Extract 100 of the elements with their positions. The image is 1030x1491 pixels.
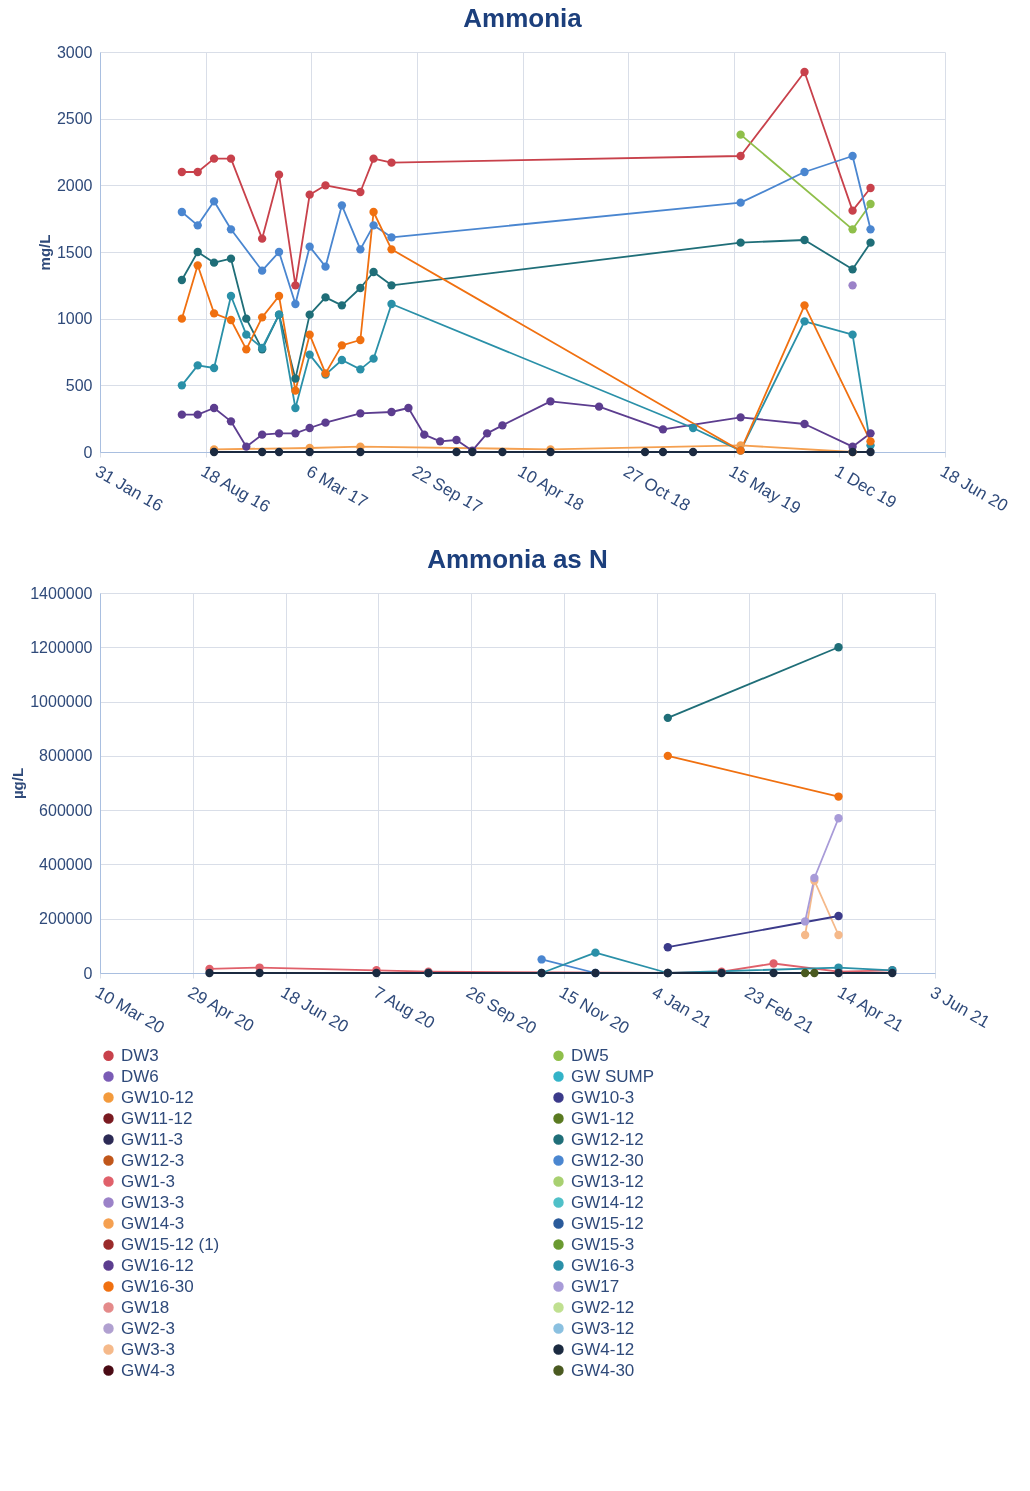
point	[193, 261, 202, 270]
point	[834, 792, 843, 801]
point	[274, 429, 284, 438]
legend-label: GW15-12 (1)	[121, 1234, 220, 1254]
point	[193, 221, 202, 230]
legend-label: GW16-3	[571, 1255, 635, 1275]
legend-label: DW3	[121, 1045, 159, 1065]
point	[834, 930, 843, 940]
point	[226, 154, 236, 163]
point	[193, 247, 202, 257]
point	[769, 968, 778, 978]
x-tick-label: 29 Apr 20	[184, 982, 258, 1036]
point	[177, 275, 187, 285]
x-tick-label: 18 Jun 20	[937, 461, 1012, 516]
x-tick-label: 23 Feb 21	[741, 982, 818, 1038]
point	[800, 917, 810, 926]
point	[193, 361, 202, 370]
point	[205, 968, 214, 978]
legend-label: GW15-3	[571, 1234, 635, 1254]
point	[435, 437, 445, 446]
point	[291, 374, 300, 383]
y-tick-label: 1500	[56, 243, 93, 261]
point	[242, 345, 251, 354]
point	[866, 429, 875, 438]
point	[356, 409, 365, 418]
y-tick-label: 1000	[56, 310, 93, 328]
point	[736, 413, 745, 422]
point	[658, 425, 668, 434]
point	[369, 154, 378, 163]
point	[658, 447, 668, 457]
point	[209, 363, 219, 373]
x-tick-label: 22 Sep 17	[408, 461, 486, 517]
point	[848, 225, 857, 234]
point	[866, 238, 875, 247]
y-axis-title: µg/L	[9, 767, 27, 800]
point	[800, 67, 809, 77]
point	[810, 968, 819, 978]
point	[274, 291, 284, 301]
point	[356, 447, 365, 457]
point	[193, 167, 202, 177]
point	[305, 310, 314, 319]
legend-label: GW SUMP	[571, 1066, 655, 1086]
x-tick-label: 7 Aug 20	[370, 982, 438, 1033]
x-tick-label: 14 Apr 21	[834, 982, 907, 1036]
point	[736, 198, 745, 207]
point	[546, 397, 555, 406]
legend-label: GW16-30	[121, 1276, 194, 1296]
point	[688, 447, 698, 457]
legend-label: DW6	[121, 1066, 159, 1086]
point	[663, 713, 672, 723]
point	[452, 435, 461, 445]
point	[257, 313, 267, 322]
point	[193, 410, 202, 419]
point	[800, 317, 809, 326]
y-tick-label: 1400000	[30, 584, 93, 602]
legend-label: GW16-12	[121, 1255, 194, 1275]
y-tick-label: 2000	[56, 176, 93, 194]
y-tick-label: 500	[65, 376, 93, 394]
point	[800, 167, 809, 177]
x-tick-label: 26 Sep 20	[463, 982, 540, 1038]
point	[800, 235, 809, 245]
point	[356, 335, 365, 345]
legend-label: GW12-3	[121, 1150, 185, 1170]
point	[257, 266, 267, 275]
point	[337, 201, 347, 210]
legend-label: GW15-12	[571, 1213, 644, 1233]
point	[387, 158, 396, 167]
point	[663, 751, 672, 761]
point	[369, 267, 378, 277]
point	[177, 207, 187, 217]
point	[800, 930, 810, 940]
legend-label: GW18	[121, 1297, 170, 1317]
point	[404, 403, 413, 413]
point	[321, 418, 330, 427]
point	[866, 447, 875, 457]
point	[337, 301, 347, 310]
point	[242, 330, 251, 339]
point	[321, 181, 330, 190]
legend-label: DW5	[571, 1045, 609, 1065]
point	[291, 403, 300, 413]
point	[257, 234, 267, 243]
x-tick-label: 15 May 19	[725, 461, 804, 518]
point	[369, 207, 378, 217]
point	[537, 955, 546, 964]
legend-label: GW11-12	[121, 1108, 193, 1128]
point	[257, 447, 267, 457]
point	[209, 258, 219, 267]
point	[177, 314, 187, 323]
point	[321, 262, 330, 271]
point	[321, 293, 330, 302]
point	[177, 167, 187, 177]
legend-label: GW4-3	[121, 1360, 175, 1380]
point	[387, 281, 396, 290]
point	[482, 429, 492, 438]
y-tick-label: 400000	[39, 855, 93, 873]
point	[387, 233, 396, 242]
point	[663, 943, 672, 952]
point	[209, 309, 219, 318]
point	[305, 423, 314, 433]
legend-label: GW11-3	[121, 1129, 184, 1149]
